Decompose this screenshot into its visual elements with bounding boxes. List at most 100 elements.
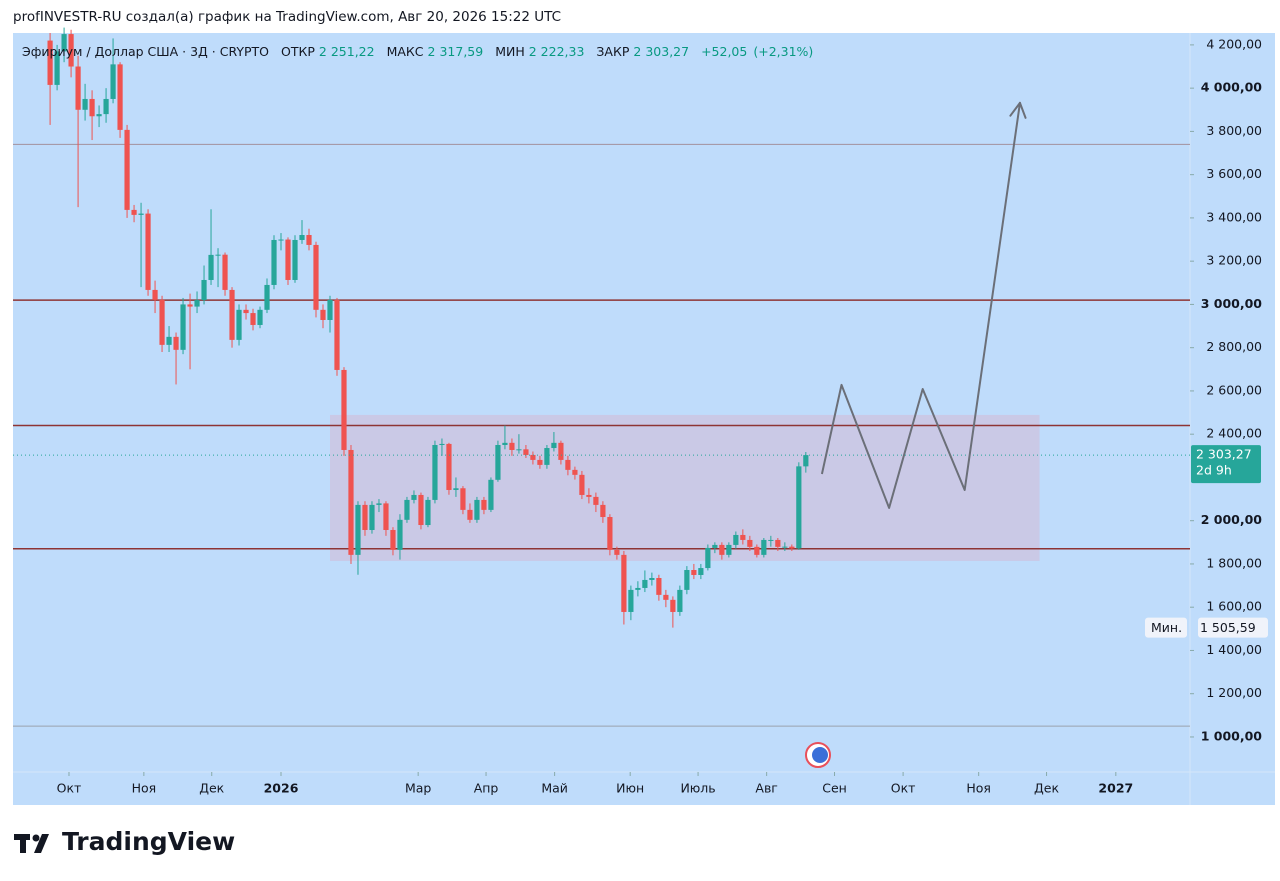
candle-body	[761, 539, 767, 555]
candle-body	[579, 474, 585, 495]
candle-body	[194, 300, 200, 307]
min-value: 1 505,59	[1200, 620, 1256, 635]
candle-body	[481, 499, 487, 510]
y-tick-label: 3 400,00	[1206, 209, 1262, 224]
min-name: Мин.	[1151, 620, 1182, 635]
y-tick-label: 2 800,00	[1206, 339, 1262, 354]
candle-body	[271, 239, 277, 285]
candle-body	[292, 239, 298, 280]
x-tick-label: Июн	[616, 781, 644, 796]
y-tick-label: 4 200,00	[1206, 36, 1262, 51]
candle-body	[586, 494, 592, 497]
x-tick-label: Сен	[822, 781, 847, 796]
candle-body	[488, 479, 494, 510]
legend-item: ОТКР	[281, 44, 315, 59]
candle-body	[523, 449, 529, 455]
x-tick-label: Май	[541, 781, 568, 796]
candle-body	[544, 448, 550, 465]
header: profINVESTR-RU создал(а) график на Tradi…	[13, 9, 562, 25]
legend-item: МАКС	[386, 44, 424, 59]
legend-item: 2 317,59	[427, 44, 484, 59]
y-tick-label: 1 600,00	[1206, 599, 1262, 614]
y-tick-label: 2 400,00	[1206, 426, 1262, 441]
candle-body	[348, 449, 354, 555]
candle-body	[243, 309, 249, 314]
candle-body	[215, 254, 221, 256]
y-tick-label: 2 600,00	[1206, 382, 1262, 397]
candle-body	[341, 369, 347, 450]
x-tick-label: Мар	[405, 781, 431, 796]
candle-body	[418, 494, 424, 526]
candle-body	[677, 589, 683, 612]
candle-body	[530, 454, 536, 460]
brand: TradingView	[62, 827, 236, 856]
candle-body	[509, 442, 515, 450]
y-tick-label: 1 000,00	[1201, 728, 1263, 743]
candle-body	[705, 547, 711, 569]
candle-body	[68, 34, 74, 67]
y-tick-label: 1 400,00	[1206, 642, 1262, 657]
y-tick-label: 3 000,00	[1201, 296, 1263, 311]
candle-body	[96, 114, 102, 117]
candle-body	[796, 466, 802, 549]
last-price-box	[1191, 445, 1261, 484]
candle-body	[551, 442, 557, 449]
candle-body	[138, 213, 144, 215]
candle-body	[467, 509, 473, 520]
legend-item: (+2,31%)	[753, 44, 814, 59]
logo-icon	[14, 834, 49, 853]
candle-body	[159, 299, 165, 345]
candle-body	[250, 313, 256, 325]
candle-body	[593, 496, 599, 505]
candle-body	[516, 449, 522, 451]
candle-body	[264, 284, 270, 310]
candle-body	[572, 469, 578, 475]
candle-body	[621, 554, 627, 612]
legend-item: 2 222,33	[528, 44, 585, 59]
x-tick-label: Окт	[891, 781, 916, 796]
candle-body	[432, 444, 438, 500]
x-tick-label: Авг	[755, 781, 778, 796]
x-tick-label: Окт	[57, 781, 82, 796]
plot: 4 200,00 4 000,00 3 800,00 3 600,00 3 400,00…	[13, 27, 1268, 796]
candle-body	[306, 234, 312, 245]
candle-body	[180, 304, 186, 350]
candle-body	[649, 578, 655, 580]
candle-body	[670, 599, 676, 612]
candle-body	[607, 517, 613, 550]
candle-body	[803, 455, 809, 467]
projection-arrowhead	[1009, 101, 1021, 117]
candle-body	[82, 98, 88, 110]
candle-body	[61, 34, 67, 52]
candle-body	[495, 444, 501, 480]
legend-item: 2 303,27	[633, 44, 690, 59]
x-tick-label: Ноя	[132, 781, 157, 796]
event-icon-inner	[812, 747, 828, 763]
candle-body	[642, 579, 648, 588]
projection-arrowhead	[1018, 101, 1027, 119]
candle-body	[229, 289, 235, 340]
candle-body	[691, 570, 697, 575]
candle-body	[698, 568, 704, 575]
candle-body	[425, 499, 431, 526]
candle-body	[635, 587, 641, 590]
candle-body	[208, 254, 214, 280]
candle-body	[355, 504, 361, 555]
candle-body	[383, 503, 389, 530]
y-tick-label: 4 000,00	[1201, 80, 1263, 95]
candle-body	[439, 443, 445, 445]
candle-body	[397, 519, 403, 550]
x-tick-label: Апр	[474, 781, 499, 796]
candle-body	[299, 234, 305, 240]
legend-item: ЗАКР	[596, 44, 630, 59]
candle-body	[719, 544, 725, 555]
candle-body	[537, 459, 543, 465]
legend-item: +52,05	[701, 44, 748, 59]
candle-body	[446, 443, 452, 490]
candle-body	[656, 578, 662, 595]
x-tick-label: 2027	[1098, 781, 1133, 796]
candle-body	[103, 98, 109, 115]
candle-body	[684, 570, 690, 590]
